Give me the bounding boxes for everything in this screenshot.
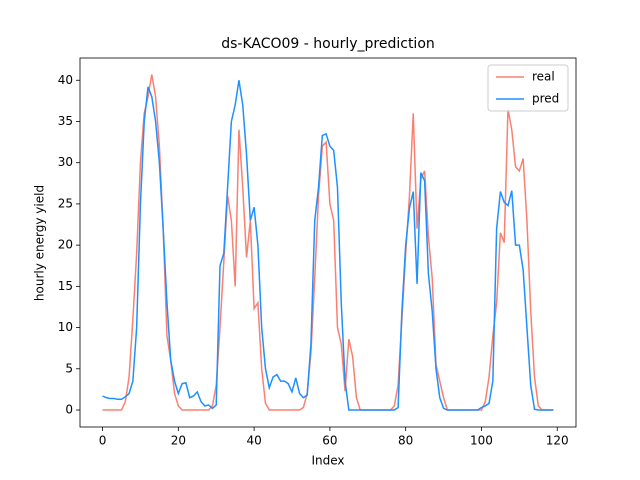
x-tick-label: 40 <box>246 434 261 448</box>
x-tick-label: 80 <box>398 434 413 448</box>
y-tick-label: 5 <box>65 361 73 375</box>
x-tick-label: 0 <box>99 434 107 448</box>
x-tick-label: 20 <box>171 434 186 448</box>
chart-title: ds-KACO09 - hourly_prediction <box>221 36 435 52</box>
y-tick-label: 25 <box>58 196 73 210</box>
x-tick-label: 100 <box>470 434 493 448</box>
legend-label: pred <box>532 92 559 106</box>
y-tick-label: 10 <box>58 320 73 334</box>
x-axis-label: Index <box>311 454 344 468</box>
y-tick-label: 35 <box>58 114 73 128</box>
y-tick-label: 40 <box>58 73 73 87</box>
x-tick-label: 60 <box>322 434 337 448</box>
x-tick-label: 120 <box>546 434 569 448</box>
y-axis-label: hourly energy yield <box>33 185 47 301</box>
y-tick-label: 15 <box>58 279 73 293</box>
plot-frame <box>79 57 577 428</box>
series-line <box>102 80 554 411</box>
y-tick-label: 30 <box>58 155 73 169</box>
legend-label: real <box>532 70 555 84</box>
y-tick-label: 20 <box>58 238 73 252</box>
y-tick-label: 0 <box>65 403 73 417</box>
